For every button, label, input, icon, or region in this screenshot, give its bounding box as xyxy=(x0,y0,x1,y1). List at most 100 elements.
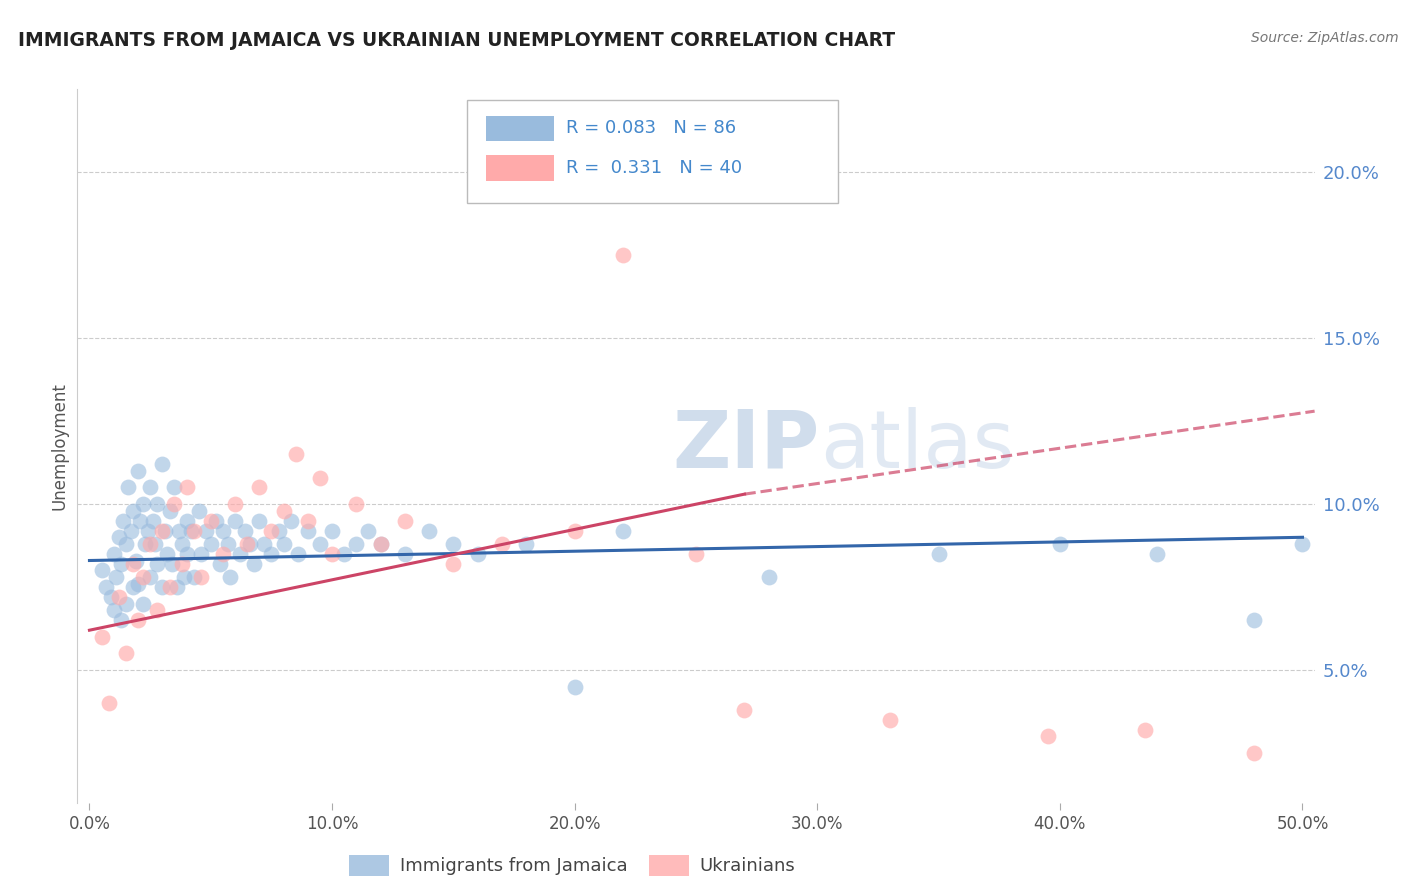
Point xyxy=(107,530,129,544)
Point xyxy=(1146,547,1168,561)
FancyBboxPatch shape xyxy=(467,100,838,203)
Point xyxy=(112,514,135,528)
Point xyxy=(90,564,112,578)
Point xyxy=(105,570,128,584)
Point xyxy=(564,524,586,538)
Point xyxy=(146,603,169,617)
Point xyxy=(333,547,356,561)
Point xyxy=(127,576,149,591)
Point xyxy=(103,603,125,617)
Point xyxy=(146,497,169,511)
Point xyxy=(150,524,173,538)
Point xyxy=(139,481,162,495)
Point xyxy=(1243,746,1265,760)
Point xyxy=(219,570,242,584)
Point xyxy=(418,524,440,538)
Point xyxy=(166,580,188,594)
Text: R = 0.083   N = 86: R = 0.083 N = 86 xyxy=(567,120,737,137)
Point xyxy=(122,557,145,571)
Point xyxy=(236,537,259,551)
Point xyxy=(491,537,513,551)
Point xyxy=(879,713,901,727)
Point xyxy=(139,537,162,551)
Point xyxy=(117,481,139,495)
Point xyxy=(224,514,246,528)
Point xyxy=(194,524,217,538)
Point xyxy=(159,504,181,518)
Point xyxy=(243,557,266,571)
Point xyxy=(287,547,309,561)
Point xyxy=(344,497,367,511)
Point xyxy=(183,570,205,584)
Point xyxy=(120,524,142,538)
Point xyxy=(115,647,138,661)
Point xyxy=(515,537,537,551)
Point xyxy=(90,630,112,644)
Point xyxy=(928,547,950,561)
Text: IMMIGRANTS FROM JAMAICA VS UKRAINIAN UNEMPLOYMENT CORRELATION CHART: IMMIGRANTS FROM JAMAICA VS UKRAINIAN UNE… xyxy=(18,31,896,50)
Point xyxy=(115,537,138,551)
Point xyxy=(309,470,332,484)
Text: atlas: atlas xyxy=(820,407,1014,485)
Point xyxy=(150,580,173,594)
Point xyxy=(1133,723,1156,737)
Point xyxy=(156,547,179,561)
FancyBboxPatch shape xyxy=(485,155,554,180)
Point xyxy=(612,524,634,538)
Point xyxy=(170,557,193,571)
Point xyxy=(124,553,146,567)
Point xyxy=(160,557,183,571)
Point xyxy=(394,547,416,561)
Point xyxy=(239,537,262,551)
Point xyxy=(176,547,198,561)
Point xyxy=(321,547,343,561)
Point xyxy=(100,590,122,604)
Point xyxy=(180,524,202,538)
Point xyxy=(260,524,283,538)
Point xyxy=(273,537,295,551)
Point xyxy=(103,547,125,561)
Point xyxy=(1243,613,1265,627)
Text: R =  0.331   N = 40: R = 0.331 N = 40 xyxy=(567,159,742,177)
Point xyxy=(183,524,205,538)
Point xyxy=(204,514,226,528)
Point xyxy=(122,580,145,594)
Point xyxy=(612,248,634,262)
Point xyxy=(176,514,198,528)
Point xyxy=(141,514,163,528)
Point xyxy=(200,537,222,551)
Point xyxy=(247,514,270,528)
Point xyxy=(153,524,176,538)
Point xyxy=(370,537,392,551)
Point xyxy=(96,580,118,594)
Point xyxy=(394,514,416,528)
Point xyxy=(115,597,138,611)
Legend: Immigrants from Jamaica, Ukrainians: Immigrants from Jamaica, Ukrainians xyxy=(349,855,796,876)
Point xyxy=(163,481,186,495)
Point xyxy=(212,547,235,561)
Text: Source: ZipAtlas.com: Source: ZipAtlas.com xyxy=(1251,31,1399,45)
Point xyxy=(284,447,307,461)
Point xyxy=(173,570,195,584)
Point xyxy=(107,590,129,604)
Text: ZIP: ZIP xyxy=(672,407,820,485)
Point xyxy=(297,514,319,528)
Point xyxy=(129,514,152,528)
Point xyxy=(110,557,132,571)
Point xyxy=(370,537,392,551)
Point xyxy=(267,524,290,538)
Point xyxy=(233,524,256,538)
Point xyxy=(441,557,464,571)
Point xyxy=(139,570,162,584)
Point xyxy=(1049,537,1071,551)
Point xyxy=(253,537,276,551)
Point xyxy=(467,547,489,561)
Point xyxy=(357,524,380,538)
Point xyxy=(321,524,343,538)
Point xyxy=(132,570,155,584)
Point xyxy=(217,537,239,551)
Point xyxy=(441,537,464,551)
Point xyxy=(127,464,149,478)
Point xyxy=(150,457,173,471)
Point xyxy=(309,537,332,551)
